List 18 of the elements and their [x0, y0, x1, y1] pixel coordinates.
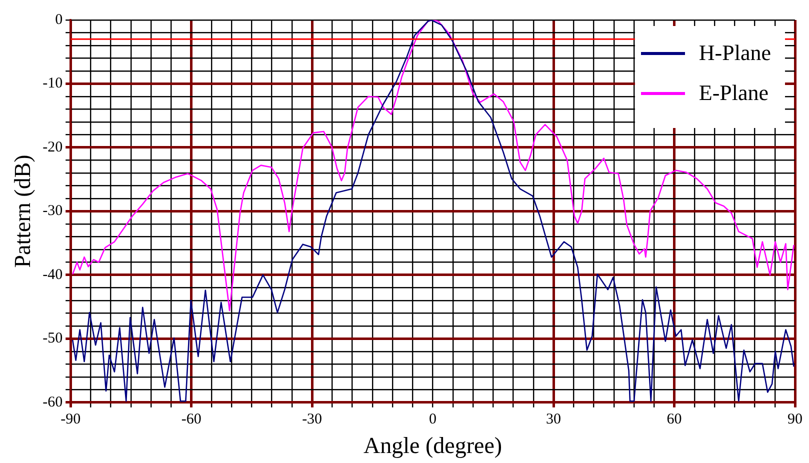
y-axis-title: Pattern (dB) — [10, 154, 35, 268]
y-tick-label: -20 — [42, 139, 63, 156]
y-tick-label: -10 — [42, 76, 63, 92]
y-tick-label: -40 — [42, 266, 63, 283]
x-tick-label: -60 — [181, 411, 202, 428]
x-tick-label: 60 — [666, 411, 682, 428]
legend-label: H-Plane — [698, 40, 771, 66]
x-tick-label: -90 — [60, 411, 81, 428]
y-tick-label: 0 — [55, 12, 63, 28]
x-axis-title: Angle (degree) — [364, 433, 502, 458]
x-tick-label: -30 — [302, 411, 322, 428]
x-tick-label: 0 — [429, 411, 437, 428]
y-tick-label: -60 — [42, 394, 63, 410]
y-tick-label: -30 — [42, 203, 63, 220]
x-tick-label: 30 — [546, 411, 562, 428]
y-tick-label: -50 — [42, 330, 63, 347]
x-tick-label: 90 — [788, 411, 802, 428]
legend-label: E-Plane — [698, 80, 769, 106]
